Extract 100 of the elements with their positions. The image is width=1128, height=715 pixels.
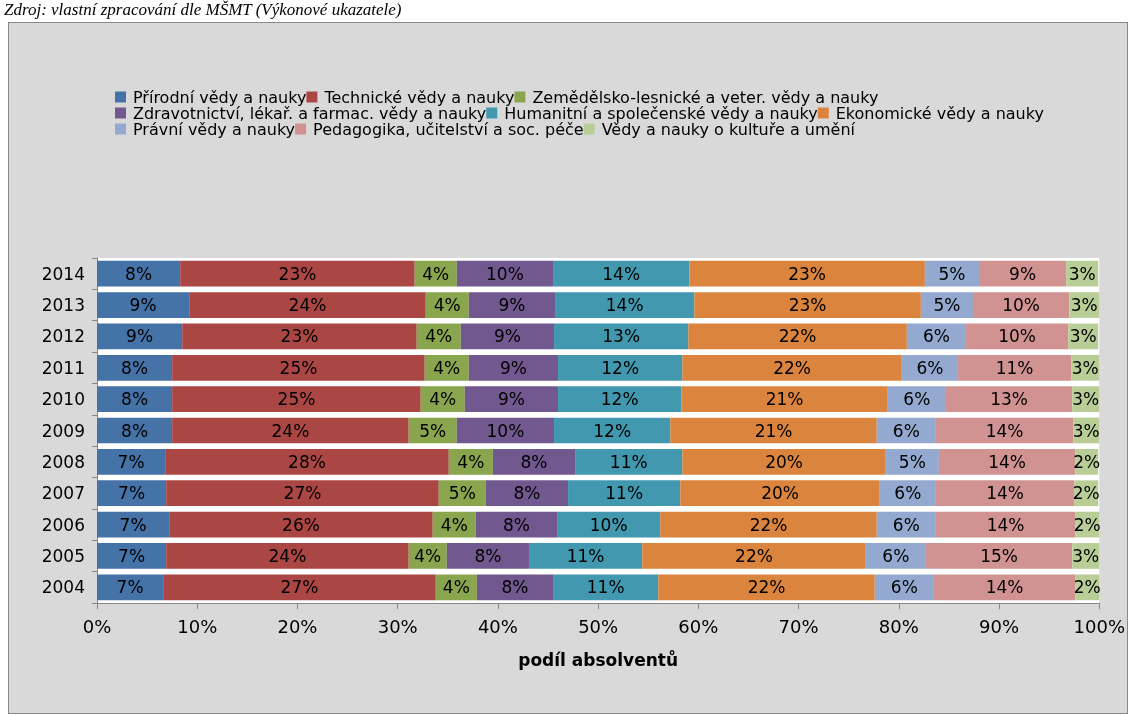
data-label: 5% (933, 295, 961, 316)
data-label: 9% (129, 295, 157, 316)
bar (476, 574, 554, 601)
data-label: 7% (117, 451, 145, 472)
data-label: 4% (457, 451, 485, 472)
bar (97, 292, 190, 318)
data-label: 4% (433, 295, 461, 316)
x-tick-label: 10% (177, 615, 218, 637)
data-label: 21% (754, 420, 793, 441)
data-label: 3% (1071, 357, 1099, 378)
data-label: 8% (520, 451, 548, 472)
data-label: 11% (566, 545, 605, 566)
data-label: 22% (735, 545, 773, 566)
data-label: 2% (1072, 483, 1100, 504)
bar (554, 323, 689, 350)
data-label: 4% (433, 357, 461, 378)
bar (979, 260, 1067, 287)
data-label: 10% (998, 326, 1036, 347)
x-tick-label: 70% (778, 615, 819, 637)
data-label: 6% (890, 577, 918, 598)
data-label: 3% (1072, 420, 1100, 441)
bar (558, 354, 683, 381)
data-label: 27% (280, 577, 319, 598)
bar (972, 292, 1070, 318)
data-label: 2% (1073, 514, 1101, 535)
data-label: 5% (938, 263, 966, 284)
bar (554, 417, 671, 444)
data-label: 14% (602, 263, 641, 284)
bar (97, 543, 167, 569)
bar (933, 574, 1076, 601)
data-label: 14% (985, 577, 1024, 598)
data-label: 13% (602, 326, 641, 347)
data-label: 7% (118, 545, 146, 566)
data-label: 6% (892, 514, 920, 535)
bar (925, 543, 1073, 569)
data-label: 23% (788, 263, 827, 284)
data-label: 8% (121, 357, 149, 378)
x-tick-label: 30% (377, 615, 418, 637)
x-axis-title: podíl absolventů (518, 648, 679, 670)
bar (553, 574, 659, 601)
data-label: 12% (601, 357, 640, 378)
bar (682, 354, 902, 381)
data-label: 9% (497, 389, 525, 410)
data-label: 6% (922, 326, 950, 347)
bar (658, 574, 875, 601)
x-tick-label: 80% (878, 615, 919, 637)
y-tick-label: 2006 (41, 514, 85, 535)
y-tick-label: 2005 (41, 545, 85, 566)
data-label: 3% (1068, 263, 1096, 284)
data-label: 9% (493, 326, 521, 347)
data-label: 14% (605, 295, 644, 316)
bar (957, 354, 1072, 381)
data-label: 5% (448, 483, 476, 504)
data-label: 8% (125, 263, 153, 284)
bar (670, 417, 877, 444)
data-label: 12% (593, 420, 632, 441)
data-label: 11% (605, 483, 644, 504)
data-label: 5% (898, 451, 926, 472)
data-label: 22% (773, 357, 811, 378)
legend-label: Přírodní vědy a nauky (133, 87, 307, 107)
bar (97, 449, 166, 475)
data-label: 12% (600, 389, 639, 410)
data-label: 28% (288, 451, 326, 472)
bar (97, 386, 173, 412)
data-label: 22% (747, 577, 786, 598)
y-tick-label: 2013 (41, 295, 85, 316)
x-tick-label: 0% (82, 615, 112, 637)
data-label: 20% (761, 483, 799, 504)
data-label: 8% (513, 483, 541, 504)
data-label: 5% (419, 420, 447, 441)
data-label: 13% (990, 389, 1028, 410)
bar (660, 511, 877, 538)
bar (163, 574, 436, 601)
data-label: 9% (126, 326, 154, 347)
bar (935, 511, 1076, 538)
bar (935, 480, 1075, 507)
bar (945, 386, 1073, 412)
y-tick-label: 2011 (41, 357, 85, 378)
data-label: 11% (995, 357, 1034, 378)
data-label: 24% (288, 295, 327, 316)
bar (166, 480, 439, 507)
bar (642, 543, 866, 569)
data-label: 27% (283, 483, 322, 504)
bar (464, 386, 559, 412)
bar (166, 543, 409, 569)
data-label: 10% (1002, 295, 1040, 316)
data-label: 7% (116, 577, 144, 598)
data-label: 25% (277, 389, 316, 410)
data-label: 7% (118, 483, 146, 504)
data-label: 6% (892, 420, 920, 441)
data-label: 14% (986, 514, 1025, 535)
data-label: 22% (749, 514, 788, 535)
x-tick-label: 50% (578, 615, 619, 637)
bar (97, 354, 173, 381)
data-label: 21% (765, 389, 804, 410)
bar (694, 292, 921, 318)
data-label: 9% (498, 295, 526, 316)
data-label: 6% (894, 483, 922, 504)
data-label: 3% (1069, 326, 1097, 347)
bar (680, 480, 880, 507)
